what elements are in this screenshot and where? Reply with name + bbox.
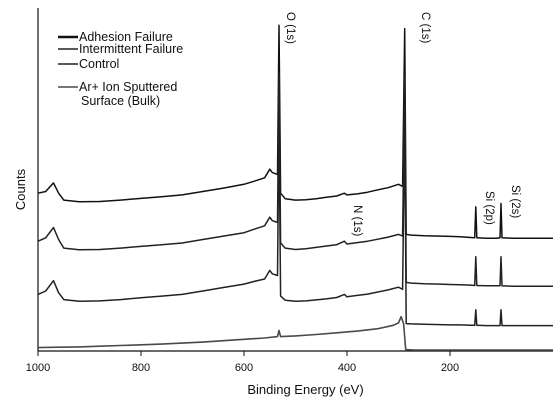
x-tick-label: 1000 <box>26 362 50 374</box>
legend-label: Adhesion Failure <box>79 30 173 44</box>
legend-label: Intermittent Failure <box>79 42 183 56</box>
series-group <box>37 24 553 351</box>
legend-label: Control <box>79 57 119 71</box>
peak-label: O (1s) <box>284 12 296 44</box>
peak-label: N (1s) <box>351 205 363 236</box>
series-line-4 <box>37 315 553 351</box>
x-tick-label: 400 <box>338 362 356 374</box>
x-tick-label: 600 <box>235 362 253 374</box>
series-line-1 <box>37 24 553 239</box>
x-axis-label: Binding Energy (eV) <box>247 382 363 397</box>
x-tick-label: 200 <box>441 362 459 374</box>
tick-group: 1000 800 600 400 200 <box>26 351 459 374</box>
y-axis-label: Counts <box>13 168 28 210</box>
series-line-2 <box>37 72 553 287</box>
legend-label: Ar+ Ion Sputtered <box>79 80 177 94</box>
legend-label: Surface (Bulk) <box>81 94 160 108</box>
x-tick-label: 800 <box>132 362 150 374</box>
peak-annotations: O (1s) N (1s) C (1s) Si (2p) Si (2s) <box>284 12 521 236</box>
series-line-3 <box>37 117 553 327</box>
peak-label: Si (2s) <box>509 185 521 218</box>
peak-label: Si (2p) <box>483 191 495 225</box>
peak-label: C (1s) <box>419 12 431 43</box>
